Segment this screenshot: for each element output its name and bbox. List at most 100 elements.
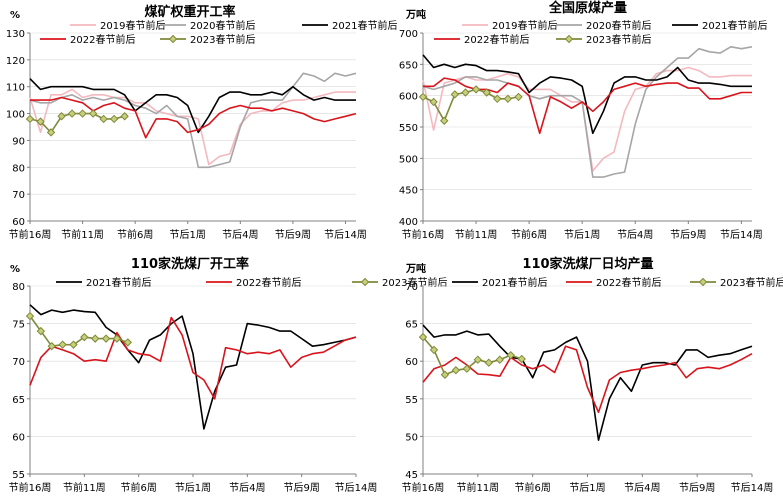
series-marker-s2023 (484, 358, 494, 367)
legend-label: 2020春节前后 (190, 19, 255, 32)
series-marker-s2023 (418, 332, 428, 342)
y-tick-label: 550 (399, 123, 418, 134)
series-marker-s2023 (36, 326, 46, 336)
y-tick-label: 700 (399, 29, 418, 40)
x-tick-label: 节前11周 (455, 228, 498, 241)
chart-2: 全国原煤产量万吨400450500550600650700节前16周 节前11周节… (399, 0, 768, 241)
series-marker-s2023 (517, 354, 526, 364)
legend-label: 2021春节前后 (482, 276, 547, 289)
series-marker-s2023 (67, 109, 77, 118)
series-marker-s2023 (46, 128, 56, 137)
series-line-s2021 (422, 54, 752, 135)
legend-marker (564, 34, 574, 44)
legend-marker (698, 277, 708, 287)
legend-label: 2022春节前后 (236, 276, 301, 289)
x-tick-label: 节前11周 (61, 228, 104, 241)
y-tick-label: 120 (6, 56, 25, 67)
series-line-s2021 (422, 324, 753, 442)
legend-label: 2021春节前后 (702, 19, 767, 32)
y-tick-label: 80 (12, 282, 25, 293)
x-tick-label: 节后9周 (679, 482, 715, 494)
series-marker-s2023 (473, 355, 483, 364)
x-tick-label: 节前6周 (511, 228, 547, 241)
series-marker-s2023 (440, 116, 449, 125)
series-line-s2020 (29, 72, 357, 169)
y-tick-label: 450 (399, 186, 418, 197)
x-tick-label: 节后14周 (731, 482, 774, 494)
series-marker-s2023 (450, 90, 460, 99)
x-tick-label: 节后4周 (617, 229, 653, 241)
series-marker-s2023 (58, 340, 67, 349)
series-line-s2020 (422, 45, 753, 178)
series-marker-s2023 (440, 370, 450, 379)
series-marker-s2023 (120, 112, 129, 121)
chart-4: 110家洗煤厂日均产量 万吨 45 50 55 60 65 70 节前16周 节前11周 节前6周 节… (402, 256, 783, 494)
series-marker-s2023 (506, 350, 515, 360)
series-marker-s2023 (69, 340, 78, 349)
series-marker-s2023 (101, 334, 111, 343)
legend-label: 2022春节前后 (464, 33, 529, 46)
series-marker-s2023 (493, 94, 502, 104)
legend-label: 2022春节前后 (596, 276, 661, 289)
series-line-s2021 (29, 304, 357, 430)
legend-label: 2023春节前后 (586, 33, 651, 46)
x-tick-label: 节前16周 (402, 228, 445, 241)
series-line-s2023 (422, 88, 519, 122)
series-marker-s2023 (80, 332, 89, 342)
legend-label: 2023春节前后 (720, 276, 783, 289)
y-tick-label: 130 (6, 29, 25, 40)
x-tick-label: 节后1周 (170, 229, 206, 241)
x-tick-label: 节前16周 (402, 481, 445, 494)
legend-marker (168, 34, 178, 44)
y-tick-label: 600 (399, 92, 418, 103)
series-marker-s2023 (25, 311, 35, 321)
x-tick-label: 节后1周 (569, 482, 605, 494)
y-tick-label: 60 (12, 432, 25, 443)
x-tick-label: 节后14周 (324, 229, 367, 241)
series-marker-s2023 (418, 92, 428, 102)
x-tick-label: 节前6周 (514, 481, 550, 494)
x-tick-label: 节后14周 (720, 229, 763, 241)
series-marker-s2023 (495, 355, 504, 364)
x-tick-label: 节后1周 (175, 482, 211, 494)
y-tick-label: 75 (12, 320, 25, 331)
chart-title: 110家洗煤厂开工率 (131, 256, 249, 272)
legend-label: 2019春节前后 (492, 19, 557, 32)
series-marker-s2023 (25, 114, 35, 124)
series-marker-s2023 (429, 97, 438, 107)
x-tick-label: 节后14周 (335, 482, 378, 494)
series-line-s2019 (29, 88, 356, 166)
x-tick-label: 节后9周 (275, 229, 311, 241)
legend-label: 2023春节前后 (190, 33, 255, 46)
series-marker-s2023 (514, 92, 523, 102)
y-unit-label: 万吨 (405, 262, 426, 275)
series-marker-s2023 (112, 334, 122, 343)
y-tick-label: 60 (12, 217, 25, 228)
series-marker-s2023 (47, 341, 56, 351)
y-tick-label: 70 (12, 190, 25, 201)
series-marker-s2023 (503, 94, 513, 104)
series-line-s2021 (29, 78, 356, 134)
x-tick-label: 节前6周 (117, 228, 153, 241)
x-tick-label: 节后4周 (222, 229, 258, 241)
series-line-s2023 (29, 315, 129, 348)
y-tick-label: 60 (405, 357, 418, 368)
x-tick-label: 节后9周 (670, 229, 706, 241)
chart-title: 110家洗煤厂日均产量 (522, 256, 653, 272)
series-marker-s2023 (461, 88, 470, 97)
y-unit-label: % (10, 10, 20, 21)
series-marker-s2023 (78, 109, 87, 118)
series-marker-s2023 (36, 117, 45, 126)
y-tick-label: 650 (399, 60, 418, 71)
x-tick-label: 节后4周 (229, 482, 265, 494)
chart-title: 煤矿权重开工率 (144, 4, 235, 20)
y-tick-label: 90 (12, 136, 25, 147)
y-tick-label: 65 (12, 395, 25, 406)
y-tick-label: 100 (6, 110, 25, 121)
series-line-s2022 (29, 316, 357, 400)
legend-label: 2022春节前后 (70, 33, 135, 46)
y-tick-label: 400 (399, 217, 418, 228)
x-tick-label: 节前6周 (120, 481, 156, 494)
y-tick-label: 65 (405, 320, 418, 331)
legend-label: 2019春节前后 (100, 19, 165, 32)
